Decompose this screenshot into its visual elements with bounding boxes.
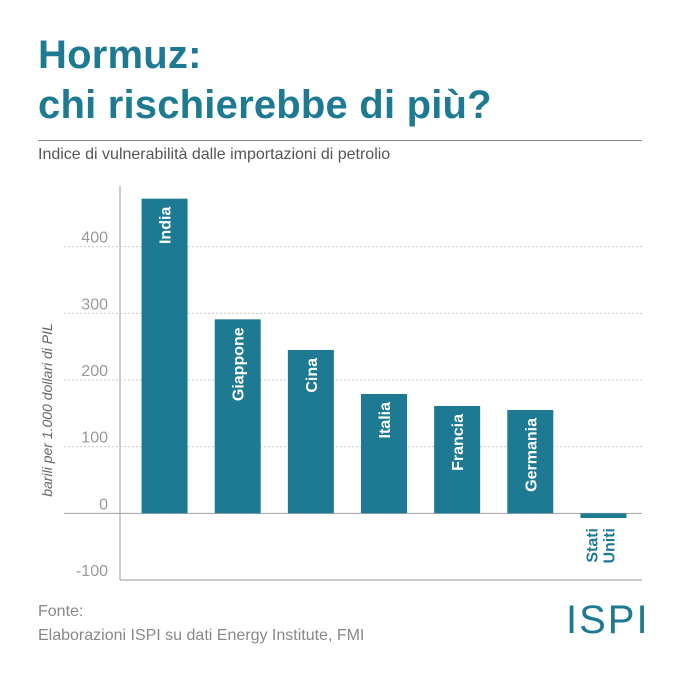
bar-label: Giappone bbox=[231, 327, 248, 401]
chart-subtitle: Indice di vulnerabilità dalle importazio… bbox=[38, 146, 391, 163]
y-tick-label: 200 bbox=[81, 363, 108, 380]
bar-label: Italia bbox=[377, 402, 394, 439]
bar-italia bbox=[361, 394, 407, 514]
bar-germania bbox=[507, 410, 554, 514]
y-axis-title: barili per 1.000 dollari di PIL bbox=[39, 323, 55, 497]
title-line-1: Hormuz: bbox=[38, 33, 202, 77]
y-tick-label: 100 bbox=[81, 430, 108, 447]
bar-label: Stati bbox=[584, 528, 601, 563]
bar-giappone bbox=[214, 319, 261, 514]
source-note: Fonte: Elaborazioni ISPI su dati Energy … bbox=[38, 600, 364, 648]
y-tick-label: -100 bbox=[76, 563, 108, 580]
bar-cina bbox=[287, 350, 334, 514]
bar-label: Francia bbox=[450, 414, 467, 471]
ispi-logo: ISPI bbox=[566, 598, 650, 642]
y-tick-label: 0 bbox=[99, 496, 108, 513]
y-tick-label: 400 bbox=[81, 230, 108, 247]
title-line-2: chi rischierebbe di più? bbox=[38, 83, 492, 127]
source-label: Fonte: bbox=[38, 603, 84, 620]
subtitle-divider bbox=[38, 140, 642, 141]
chart-title: Hormuz: chi rischierebbe di più? bbox=[38, 30, 492, 130]
bar-india bbox=[141, 198, 188, 514]
bar-stati-uniti bbox=[580, 513, 627, 518]
bar-francia bbox=[434, 406, 481, 514]
source-text: Elaborazioni ISPI su dati Energy Institu… bbox=[38, 627, 365, 644]
bar-label: India bbox=[158, 207, 175, 244]
bar-label: Cina bbox=[304, 358, 321, 393]
bar-label: Uniti bbox=[601, 528, 618, 564]
y-tick-label: 300 bbox=[81, 296, 108, 313]
bar-label: Germania bbox=[523, 418, 540, 492]
bar-chart: -100 0 100 200 300 400 barili per 1.000 dollar… bbox=[39, 186, 642, 581]
